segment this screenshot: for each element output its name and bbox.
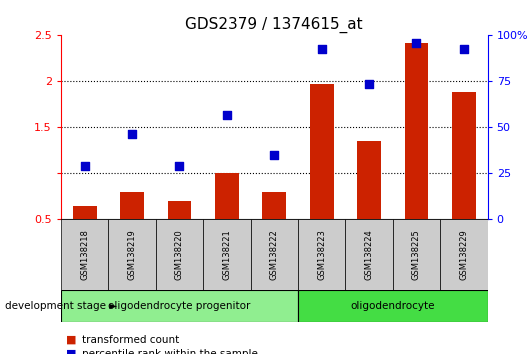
Text: GSM138229: GSM138229 [460, 229, 469, 280]
Text: GSM138223: GSM138223 [317, 229, 326, 280]
Text: GSM138218: GSM138218 [80, 229, 89, 280]
Bar [61, 219, 108, 290]
Point [81, 163, 89, 169]
Bar [346, 219, 393, 290]
Bar [298, 219, 346, 290]
Text: ■: ■ [66, 335, 77, 345]
Text: GSM138225: GSM138225 [412, 229, 421, 280]
Bar [452, 92, 476, 219]
Text: ■: ■ [66, 349, 77, 354]
Bar [108, 219, 156, 290]
Text: GSM138222: GSM138222 [270, 229, 279, 280]
Bar [251, 219, 298, 290]
Text: percentile rank within the sample: percentile rank within the sample [82, 349, 258, 354]
Bar [120, 192, 144, 219]
Bar [73, 206, 96, 219]
Point [412, 40, 421, 46]
Text: oligodendrocyte progenitor: oligodendrocyte progenitor [108, 301, 251, 311]
Bar [404, 43, 428, 219]
Text: oligodendrocyte: oligodendrocyte [350, 301, 435, 311]
Point [223, 113, 231, 118]
Bar [393, 219, 440, 290]
Bar [61, 290, 298, 322]
Text: GSM138221: GSM138221 [223, 229, 232, 280]
Bar [298, 290, 488, 322]
Point [317, 46, 326, 52]
Bar [357, 141, 381, 219]
Point [128, 131, 136, 137]
Point [175, 163, 184, 169]
Bar [203, 219, 251, 290]
Point [365, 81, 373, 87]
Text: GSM138219: GSM138219 [128, 229, 137, 280]
Point [270, 152, 279, 158]
Text: development stage ►: development stage ► [5, 301, 118, 311]
Point [460, 46, 468, 52]
Bar [262, 192, 286, 219]
Bar [156, 219, 203, 290]
Text: transformed count: transformed count [82, 335, 179, 345]
Bar [215, 173, 238, 219]
Bar [440, 219, 488, 290]
Text: GSM138220: GSM138220 [175, 229, 184, 280]
Title: GDS2379 / 1374615_at: GDS2379 / 1374615_at [186, 16, 363, 33]
Text: GSM138224: GSM138224 [365, 229, 374, 280]
Bar [167, 201, 191, 219]
Bar [310, 84, 333, 219]
